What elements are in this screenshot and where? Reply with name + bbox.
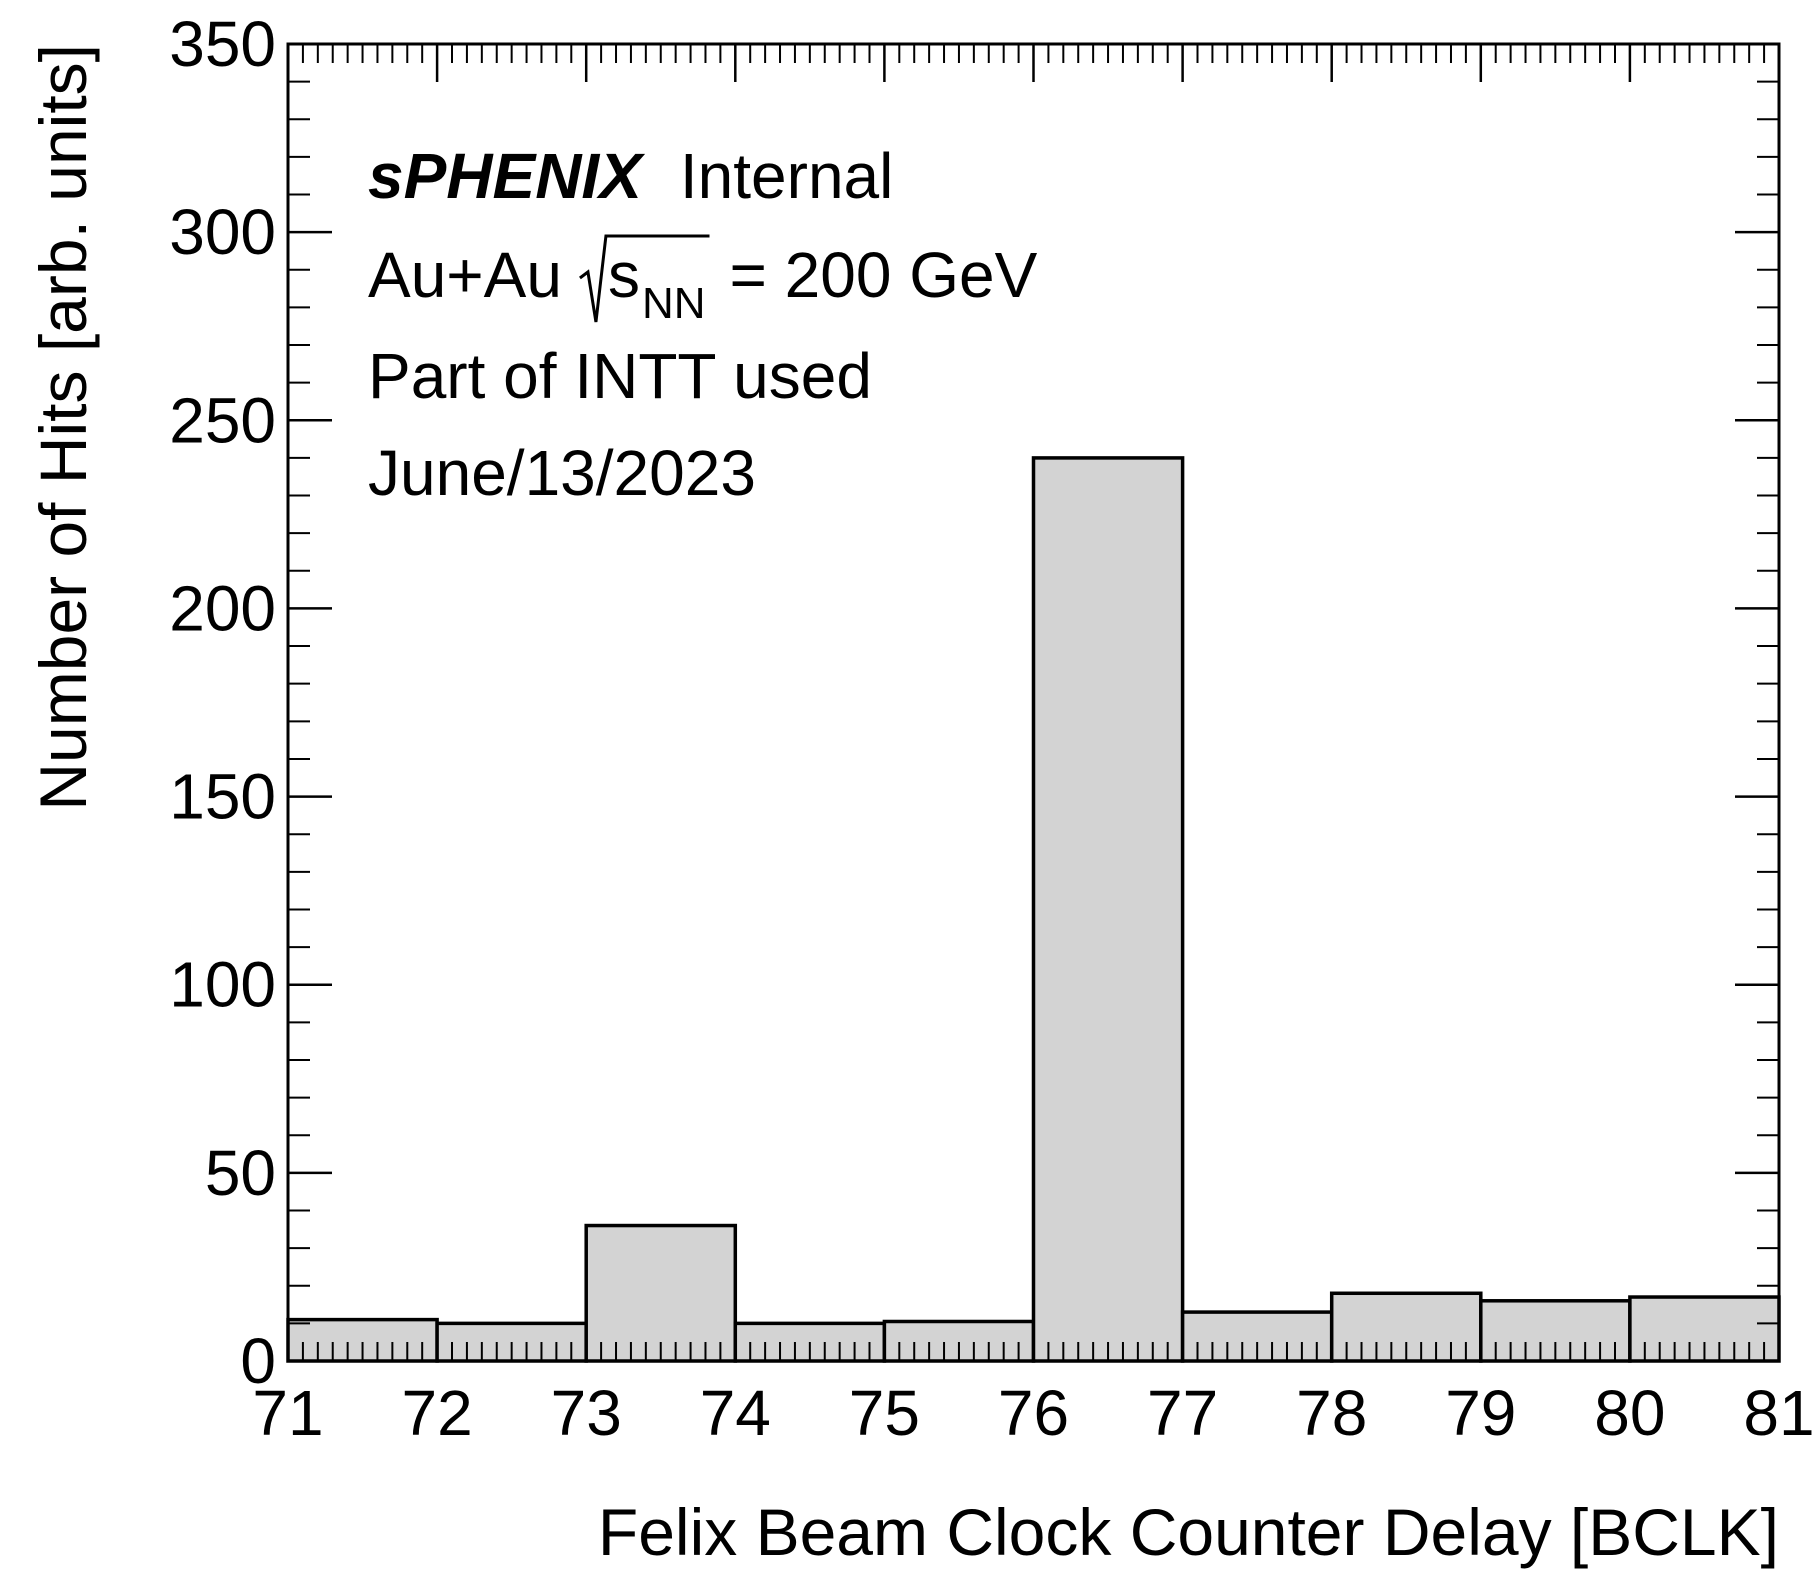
y-tick-label: 0 — [240, 1325, 276, 1397]
x-tick-label: 74 — [700, 1377, 771, 1449]
y-tick-label: 250 — [169, 384, 276, 456]
y-tick-label: 150 — [169, 761, 276, 833]
experiment-label: sPHENIX — [368, 140, 645, 212]
x-tick-label: 71 — [252, 1377, 323, 1449]
x-tick-label: 78 — [1296, 1377, 1367, 1449]
y-tick-label: 50 — [205, 1137, 276, 1209]
y-axis-title: Number of Hits [arb. units] — [26, 44, 100, 811]
y-tick-label: 100 — [169, 949, 276, 1021]
bar — [584, 1223, 738, 1363]
energy-value: = 200 GeV — [730, 239, 1038, 311]
x-tick-label: 75 — [849, 1377, 920, 1449]
system-label: Au+Au — [368, 239, 562, 311]
sqrt-sign — [579, 234, 710, 323]
x-tick-label: 72 — [402, 1377, 473, 1449]
x-tick-label: 79 — [1445, 1377, 1516, 1449]
x-axis-title: Felix Beam Clock Counter Delay [BCLK] — [598, 1495, 1779, 1569]
x-tick-label: 77 — [1147, 1377, 1218, 1449]
x-tick-label: 76 — [998, 1377, 1069, 1449]
y-tick-label: 350 — [169, 8, 276, 80]
y-tick-label: 300 — [169, 196, 276, 268]
y-tick-label: 200 — [169, 572, 276, 644]
energy-subscript: NN — [642, 279, 706, 328]
date-label: June/13/2023 — [368, 437, 756, 509]
x-tick-label: 80 — [1594, 1377, 1665, 1449]
status-label: Internal — [680, 140, 893, 212]
bar — [1031, 456, 1185, 1363]
detector-label: Part of INTT used — [368, 340, 872, 412]
x-tick-label: 81 — [1743, 1377, 1814, 1449]
x-tick-label: 73 — [551, 1377, 622, 1449]
energy-symbol: s — [608, 239, 640, 311]
